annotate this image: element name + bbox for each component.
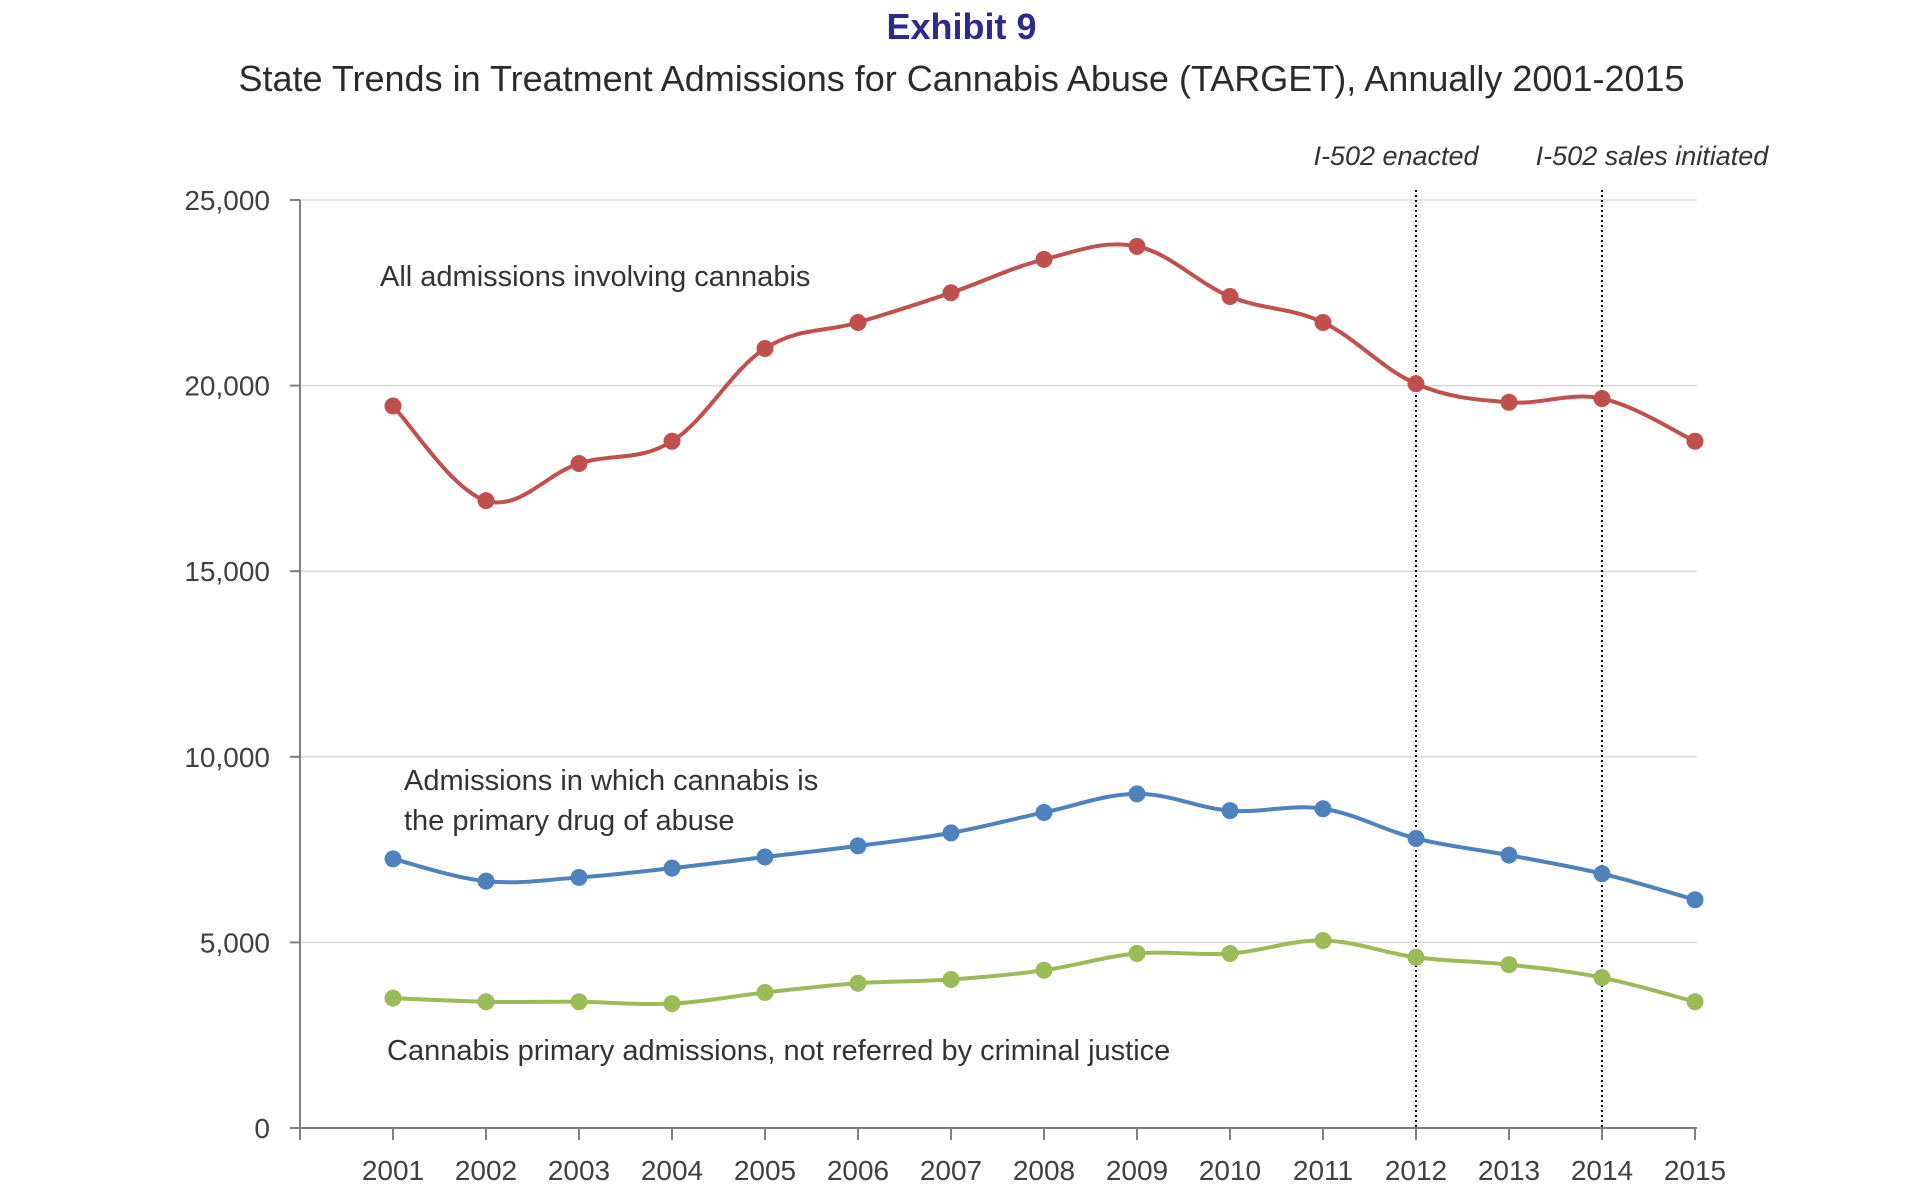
data-point-s2-2008 [1035,961,1053,979]
data-point-s0-2002 [477,492,495,510]
data-point-s2-2007 [942,971,960,989]
data-point-s0-2014 [1593,390,1611,408]
y-tick-label: 20,000 [184,371,270,402]
data-point-s1-2007 [942,824,960,842]
data-point-s1-2001 [384,850,402,868]
data-point-s0-2009 [1128,237,1146,255]
x-tick-label: 2012 [1385,1155,1447,1186]
x-tick-label: 2010 [1199,1155,1261,1186]
data-point-s2-2009 [1128,945,1146,963]
x-tick-label: 2001 [362,1155,424,1186]
x-tick-label: 2009 [1106,1155,1168,1186]
data-point-s0-2008 [1035,250,1053,268]
x-tick-label: 2011 [1293,1155,1353,1186]
data-point-s0-2011 [1314,313,1332,331]
y-tick-label: 0 [254,1113,270,1144]
data-point-s0-2005 [756,339,774,357]
x-tick-label: 2005 [734,1155,796,1186]
y-tick-label: 25,000 [184,185,270,216]
series-label-primary-drug-line2: the primary drug of abuse [404,805,734,837]
x-tick-label: 2002 [455,1155,517,1186]
data-point-s0-2003 [570,455,588,473]
data-point-s2-2012 [1407,948,1425,966]
x-tick-label: 2003 [548,1155,610,1186]
data-point-s2-2011 [1314,932,1332,950]
data-point-s2-2003 [570,993,588,1011]
data-point-s2-2014 [1593,969,1611,987]
series-label-not-referred: Cannabis primary admissions, not referre… [387,1035,1170,1067]
x-tick-label: 2008 [1013,1155,1075,1186]
data-point-s2-2013 [1500,956,1518,974]
data-point-s1-2006 [849,837,867,855]
y-tick-label: 5,000 [200,927,270,958]
data-point-s0-2001 [384,397,402,415]
data-point-s1-2014 [1593,865,1611,883]
data-point-s1-2011 [1314,800,1332,818]
data-point-s1-2002 [477,872,495,890]
x-tick-label: 2006 [827,1155,889,1186]
data-point-s1-2015 [1686,891,1704,909]
data-point-s2-2005 [756,984,774,1002]
data-point-s0-2013 [1500,393,1518,411]
x-tick-label: 2007 [920,1155,982,1186]
y-tick-label: 10,000 [184,742,270,773]
data-point-s2-2006 [849,974,867,992]
data-point-s0-2015 [1686,432,1704,450]
data-point-s1-2003 [570,868,588,886]
data-point-s1-2009 [1128,785,1146,803]
exhibit-label: Exhibit 9 [886,6,1037,47]
event-label-2012: I-502 enacted [1313,141,1479,171]
data-point-s2-2001 [384,989,402,1007]
y-tick-label: 15,000 [184,556,270,587]
data-point-s1-2004 [663,859,681,877]
x-tick-label: 2014 [1571,1155,1633,1186]
x-tick-label: 2004 [641,1155,703,1186]
data-point-s0-2007 [942,284,960,302]
data-point-s1-2005 [756,848,774,866]
event-label-2014: I-502 sales initiated [1536,141,1770,171]
x-tick-label: 2013 [1478,1155,1540,1186]
series-line-0 [391,242,1696,505]
chart-title: State Trends in Treatment Admissions for… [238,58,1685,99]
data-point-s1-2010 [1221,802,1239,820]
x-tick-label: 2015 [1664,1155,1726,1186]
data-point-s1-2008 [1035,803,1053,821]
data-point-s0-2006 [849,313,867,331]
data-point-s0-2012 [1407,375,1425,393]
data-point-s1-2012 [1407,829,1425,847]
data-point-s0-2010 [1221,288,1239,306]
data-point-s0-2004 [663,432,681,450]
series-label-primary-drug-line1: Admissions in which cannabis is [404,765,818,797]
data-point-s1-2013 [1500,846,1518,864]
data-point-s2-2002 [477,993,495,1011]
data-point-s2-2004 [663,995,681,1013]
series-label-all-admissions: All admissions involving cannabis [380,261,810,293]
data-point-s2-2015 [1686,993,1704,1011]
data-point-s2-2010 [1221,945,1239,963]
